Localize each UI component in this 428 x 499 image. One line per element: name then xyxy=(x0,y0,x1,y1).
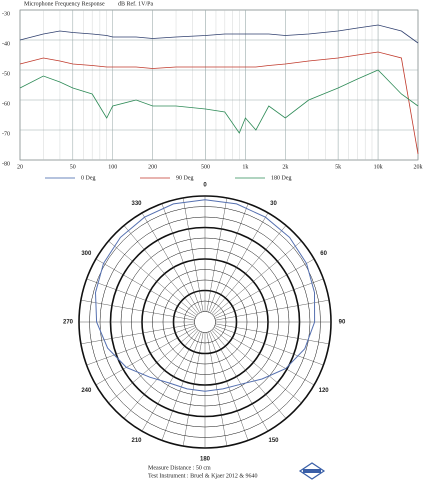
spoke xyxy=(95,258,197,317)
spoke xyxy=(210,212,269,314)
spoke xyxy=(141,330,200,432)
x-tick-label: 200 xyxy=(148,164,157,170)
spoke xyxy=(213,327,315,386)
spoke xyxy=(86,278,196,319)
spoke xyxy=(208,203,249,313)
spoke xyxy=(123,225,199,315)
logo-band xyxy=(303,469,321,473)
angle-label: 90 xyxy=(339,320,346,326)
spoke xyxy=(141,212,200,314)
annotation: Measure Distance : 50 cm xyxy=(148,465,211,471)
angle-label: 180 xyxy=(200,457,211,463)
angle-label: 240 xyxy=(81,388,92,394)
legend-label: 180 Deg xyxy=(271,175,292,181)
annotation: Test Instrument : Bruel & Kjaer 2012 & 9… xyxy=(148,473,258,479)
y-tick-label: -80 xyxy=(2,161,10,167)
angle-label: 60 xyxy=(320,251,327,257)
y-tick-label: -60 xyxy=(2,101,10,107)
plot-area xyxy=(19,9,419,161)
y-tick-label: -70 xyxy=(2,131,10,137)
spoke xyxy=(95,327,197,386)
ring xyxy=(194,311,216,333)
spoke xyxy=(80,323,195,345)
x-tick-label: 20k xyxy=(414,164,423,170)
x-tick-label: 10k xyxy=(374,164,383,170)
spoke xyxy=(215,323,330,345)
spoke xyxy=(206,197,228,312)
angle-label: 0 xyxy=(203,183,207,189)
spoke xyxy=(214,325,324,366)
spoke xyxy=(108,240,198,316)
chart-title: Microphone Frequency Response xyxy=(24,1,105,7)
legend-label: 90 Deg xyxy=(176,175,194,181)
spoke xyxy=(213,258,315,317)
x-tick-label: 20 xyxy=(17,164,23,170)
angle-label: 150 xyxy=(268,438,279,444)
series-line xyxy=(19,51,419,155)
polar-line xyxy=(94,199,316,392)
spoke xyxy=(211,329,287,419)
series-line xyxy=(19,24,419,44)
y-axis-label: dB Ref. 1V/Pa xyxy=(118,0,154,7)
bk-logo xyxy=(298,462,326,480)
legend-label: 0 Deg xyxy=(81,175,96,181)
spoke xyxy=(123,329,199,419)
x-tick-label: 500 xyxy=(201,164,210,170)
angle-label: 30 xyxy=(270,201,277,207)
spoke xyxy=(80,299,195,321)
x-tick-label: 100 xyxy=(108,164,117,170)
x-tick-label: 5k xyxy=(335,164,341,170)
spoke xyxy=(212,328,302,404)
angle-label: 300 xyxy=(81,251,92,257)
spoke xyxy=(108,328,198,404)
spoke xyxy=(86,325,196,366)
angle-label: 120 xyxy=(319,388,330,394)
angle-label: 270 xyxy=(63,320,74,326)
spoke xyxy=(212,240,302,316)
spoke xyxy=(214,278,324,319)
spoke xyxy=(210,330,269,432)
x-tick-label: 2k xyxy=(282,164,288,170)
angle-label: 330 xyxy=(131,201,142,207)
series-line xyxy=(19,69,419,134)
y-tick-label: -30 xyxy=(2,11,10,17)
y-tick-label: -40 xyxy=(2,41,10,47)
y-tick-label: -50 xyxy=(2,71,10,77)
spoke xyxy=(215,299,330,321)
x-tick-label: 50 xyxy=(70,164,76,170)
spoke xyxy=(208,331,249,441)
spoke xyxy=(161,331,202,441)
spoke xyxy=(211,225,287,315)
spoke xyxy=(161,203,202,313)
angle-label: 210 xyxy=(131,438,142,444)
spoke xyxy=(182,197,204,312)
x-tick-label: 1k xyxy=(242,164,248,170)
